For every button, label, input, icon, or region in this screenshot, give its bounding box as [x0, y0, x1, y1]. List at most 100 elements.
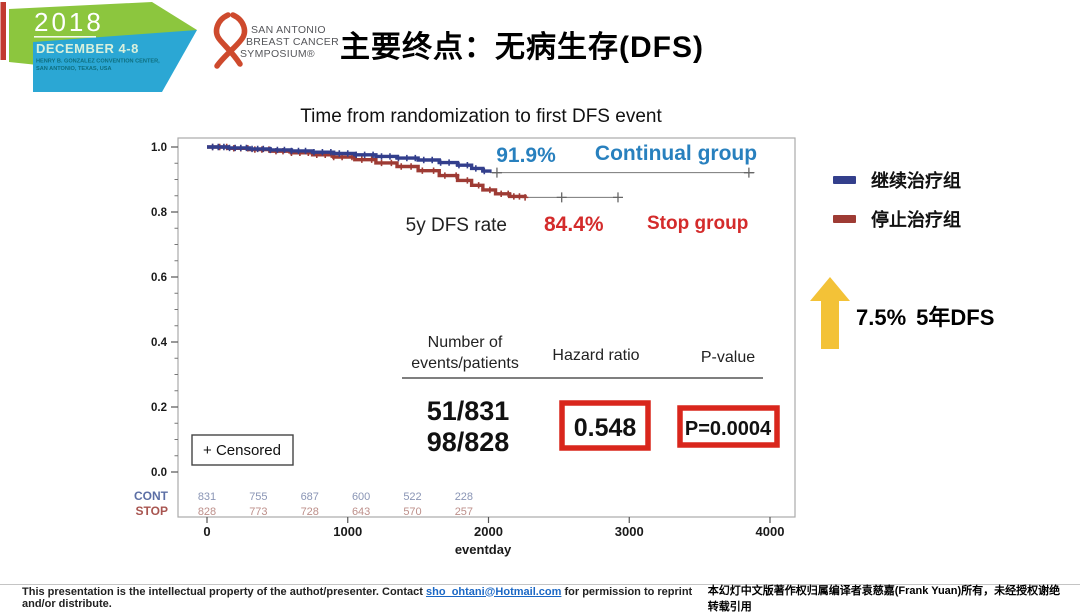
up-arrow-icon [810, 277, 850, 349]
footer: This presentation is the intellectual pr… [0, 584, 1080, 613]
at-risk-value: 643 [352, 506, 370, 518]
improvement-arrow [810, 277, 850, 349]
x-tick-label: 4000 [756, 524, 785, 539]
censor-mark [274, 146, 281, 154]
censor-mark [302, 147, 309, 155]
tail-censor-mark [743, 167, 754, 178]
at-risk-value: 828 [198, 506, 216, 518]
censor-mark [388, 159, 395, 167]
censor-mark [248, 145, 256, 153]
events-stop-value: 98/828 [427, 427, 510, 457]
x-axis-label: eventday [455, 542, 512, 557]
at-risk-value: 773 [249, 506, 267, 518]
continual-legend-label: 继续治疗组 [871, 171, 961, 191]
tail-censor-mark [491, 167, 502, 178]
banner-venue-line2: SAN ANTONIO, TEXAS, USA [36, 66, 112, 72]
at-risk-value: 600 [352, 491, 370, 503]
y-tick-label: 0.8 [151, 207, 168, 219]
x-tick-label: 3000 [615, 524, 644, 539]
footer-copyright-cn: 本幻灯中文版著作权归属编译者袁慈嘉(Frank Yuan)所有，未经授权谢绝转载… [707, 584, 1061, 613]
sabcs-line3: SYMPOSIUM® [240, 48, 315, 60]
censor-mark [237, 144, 244, 152]
censor-mark [486, 186, 494, 194]
censor-mark [319, 149, 326, 156]
stats-header-events-line2: events/patients [411, 355, 519, 372]
hazard-ratio-value: 0.548 [574, 414, 637, 442]
chart-title: Time from randomization to first DFS eve… [300, 106, 662, 127]
censor-mark [407, 163, 415, 170]
x-tick-label: 0 [203, 524, 210, 539]
censor-mark [310, 149, 318, 156]
stats-header-p-value: P-value [701, 349, 755, 366]
censored-legend-box [191, 434, 294, 466]
banner-red-stripe [0, 2, 6, 60]
y-tick-label: 0.6 [151, 272, 167, 284]
dfs-improvement-text: 7.5% 5年DFS [856, 300, 1004, 332]
group-legend: 继续治疗组 停止治疗组 [833, 167, 961, 232]
stats-header-events-line1: Number of [428, 334, 503, 351]
censor-mark [386, 153, 394, 160]
sabcs-2018-banner: 2018 DECEMBER 4-8 HENRY B. GONZALEZ CONV… [0, 2, 197, 92]
y-tick-label: 0.4 [151, 337, 168, 349]
hazard-ratio-highlight-box [559, 400, 651, 451]
banner-venue-line1: HENRY B. GONZALEZ CONVENTION CENTER, [36, 59, 160, 65]
stop-legend-label: 停止治疗组 [871, 210, 961, 230]
at-risk-value: 755 [249, 491, 267, 503]
dfs-rate-prefix: 5y DFS rate [406, 215, 507, 236]
y-tick-label: 0.2 [151, 402, 167, 414]
censor-mark [455, 162, 463, 169]
censor-mark [505, 190, 512, 197]
stats-header-hazard-ratio: Hazard ratio [552, 347, 639, 364]
censor-mark [209, 143, 216, 151]
at-risk-value: 687 [301, 491, 319, 503]
at-risk-value: 228 [455, 491, 473, 503]
stop-swatch [833, 215, 856, 223]
dfs-delta-label: 5年DFS [916, 305, 995, 330]
x-tick-label: 2000 [474, 524, 503, 539]
x-tick-label: 1000 [333, 524, 362, 539]
at-risk-row-label: CONT [134, 489, 169, 503]
at-risk-value: 257 [455, 506, 473, 518]
censor-mark [472, 165, 480, 172]
continual-swatch [833, 176, 856, 184]
censor-mark [267, 146, 274, 154]
continual-group-label: Continual group [595, 142, 757, 165]
censor-mark [445, 159, 453, 166]
dfs-delta-value: 7.5% [856, 305, 907, 330]
page-title: 主要终点：无病生存(DFS) [340, 31, 704, 64]
stop-group-label: Stop group [647, 213, 748, 234]
km-survival-chart: Time from randomization to first DFS eve… [134, 106, 796, 557]
banner-underline [34, 36, 96, 38]
censored-legend-label: + Censored [203, 442, 281, 459]
censor-mark [430, 167, 437, 174]
censor-mark [361, 151, 368, 158]
contact-email-link[interactable]: sho_ohtani@Hotmail.com [426, 585, 562, 598]
banner-blue-shape [33, 30, 197, 92]
stop-rate-value: 84.4% [544, 213, 604, 236]
censor-mark [452, 172, 460, 179]
tail-censor-mark [556, 192, 567, 203]
banner-dates: DECEMBER 4-8 [36, 41, 139, 56]
sabcs-logo: SAN ANTONIO BREAST CANCER SYMPOSIUM® [213, 12, 339, 69]
censor-mark [378, 153, 385, 160]
censor-mark [281, 146, 288, 154]
p-value-value: P=0.0004 [685, 418, 772, 440]
at-risk-value: 522 [403, 491, 421, 503]
banner-year: 2018 [34, 7, 104, 37]
censor-mark [420, 156, 427, 164]
censor-mark [475, 182, 482, 189]
censor-mark [327, 149, 335, 156]
censor-mark [429, 156, 436, 164]
censor-mark [352, 151, 360, 158]
censor-mark [358, 156, 366, 163]
censor-mark [441, 172, 449, 179]
ribbon-icon [213, 12, 243, 67]
censor-mark [437, 159, 444, 166]
footer-disclaimer: This presentation is the intellectual pr… [22, 586, 708, 610]
censor-mark [419, 167, 426, 174]
at-risk-value: 570 [403, 506, 421, 518]
censor-mark [344, 150, 351, 157]
censor-mark [295, 147, 302, 155]
ribbon-icon [214, 12, 248, 69]
censor-mark [336, 150, 343, 157]
